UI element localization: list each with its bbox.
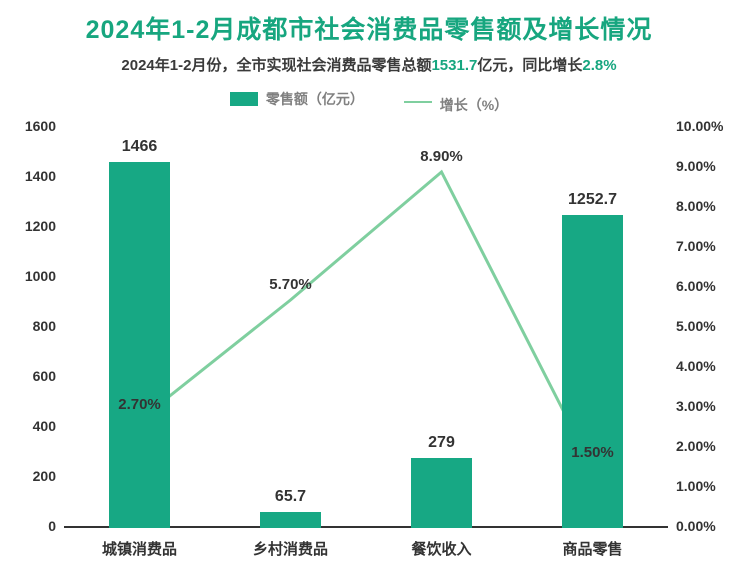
legend-label-bar: 零售额（亿元） <box>266 89 364 109</box>
category-label: 乡村消费品 <box>253 538 328 559</box>
chart-subtitle: 2024年1-2月份，全市实现社会消费品零售总额1531.7亿元，同比增长2.8… <box>0 54 738 75</box>
line-value-label: 8.90% <box>420 148 463 165</box>
y-left-tick-label: 1400 <box>6 168 56 184</box>
chart-title: 2024年1-2月成都市社会消费品零售额及增长情况 <box>0 0 738 46</box>
y-left-tick-label: 400 <box>6 418 56 434</box>
y-right-tick-label: 2.00% <box>676 438 716 454</box>
y-left-tick-label: 200 <box>6 468 56 484</box>
y-right-tick-label: 7.00% <box>676 238 716 254</box>
y-left-tick-label: 800 <box>6 318 56 334</box>
legend-swatch-bar <box>230 92 258 106</box>
y-right-tick-label: 9.00% <box>676 158 716 174</box>
bar <box>109 162 169 529</box>
y-right-tick-label: 10.00% <box>676 118 723 134</box>
legend-item-bar: 零售额（亿元） <box>230 89 364 109</box>
y-left-tick-label: 600 <box>6 368 56 384</box>
y-right-tick-label: 3.00% <box>676 398 716 414</box>
bar-value-label: 1466 <box>122 138 158 156</box>
y-right-tick-label: 5.00% <box>676 318 716 334</box>
growth-polyline <box>140 172 593 468</box>
legend-label-line: 增长（%） <box>440 95 508 115</box>
line-value-label: 1.50% <box>571 444 614 461</box>
line-value-label: 2.70% <box>118 396 161 413</box>
bar-value-label: 65.7 <box>275 488 306 506</box>
chart-container: 2024年1-2月成都市社会消费品零售额及增长情况 2024年1-2月份，全市实… <box>0 0 738 583</box>
bar <box>411 458 471 528</box>
plot-area: 020040060080010001200140016000.00%1.00%2… <box>64 128 668 528</box>
y-right-tick-label: 8.00% <box>676 198 716 214</box>
subtitle-value-2: 2.8% <box>582 57 616 74</box>
legend-swatch-line <box>404 101 432 103</box>
category-label: 餐饮收入 <box>411 538 471 559</box>
y-left-tick-label: 1000 <box>6 268 56 284</box>
y-right-tick-label: 1.00% <box>676 478 716 494</box>
legend-item-line: 增长（%） <box>404 95 508 115</box>
bar <box>562 215 622 528</box>
line-value-label: 5.70% <box>269 276 312 293</box>
y-right-tick-label: 4.00% <box>676 358 716 374</box>
y-left-tick-label: 0 <box>6 518 56 534</box>
category-label: 城镇消费品 <box>102 538 177 559</box>
bar-value-label: 279 <box>428 434 455 452</box>
bar <box>260 512 320 528</box>
y-right-tick-label: 6.00% <box>676 278 716 294</box>
subtitle-value-1: 1531.7 <box>431 57 477 74</box>
category-label: 商品零售 <box>562 538 622 559</box>
subtitle-prefix: 2024年1-2月份，全市实现社会消费品零售总额 <box>121 57 431 74</box>
y-left-tick-label: 1600 <box>6 118 56 134</box>
bar-value-label: 1252.7 <box>568 191 617 209</box>
y-right-tick-label: 0.00% <box>676 518 716 534</box>
subtitle-mid: 亿元，同比增长 <box>477 57 582 74</box>
legend: 零售额（亿元） 增长（%） <box>0 89 738 115</box>
y-left-tick-label: 1200 <box>6 218 56 234</box>
